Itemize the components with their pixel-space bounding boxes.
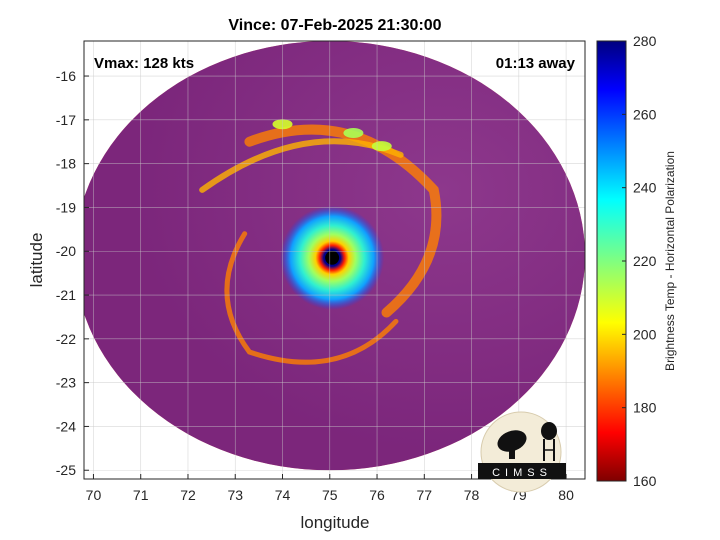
x-tick-label: 80	[558, 487, 574, 503]
y-tick-label: -20	[56, 243, 76, 259]
time-away-annotation: 01:13 away	[496, 55, 576, 72]
water-tower-icon	[541, 422, 557, 461]
logo-text: CIMSS	[492, 467, 552, 479]
y-tick-label: -18	[56, 156, 76, 172]
cimss-logo: CIMSS	[478, 411, 566, 493]
satellite-dish-icon	[497, 430, 527, 459]
x-tick-label: 78	[464, 487, 480, 503]
x-tick-label: 73	[227, 487, 243, 503]
chart-title: Vince: 07-Feb-2025 21:30:00	[228, 17, 441, 34]
colorbar-label: Brightness Temp - Horizontal Polarizatio…	[663, 151, 677, 371]
logo-base	[478, 463, 566, 479]
y-tick-label: -25	[56, 462, 76, 478]
y-tick-label: -23	[56, 375, 76, 391]
y-ticks: -16 -17 -18 -19 -20 -21 -22 -23 -24 -25	[56, 68, 89, 478]
x-tick-label: 76	[369, 487, 385, 503]
y-tick-label: -19	[56, 199, 76, 215]
storm-eye	[325, 250, 340, 265]
y-tick-label: -16	[56, 68, 76, 84]
x-tick-label: 77	[417, 487, 433, 503]
x-tick-label: 74	[275, 487, 291, 503]
vmax-annotation: Vmax: 128 kts	[94, 55, 194, 72]
x-axis-label: longitude	[300, 513, 369, 532]
rainband-0	[244, 124, 442, 318]
y-tick-label: -21	[56, 287, 76, 303]
x-tick-label: 75	[322, 487, 338, 503]
rainband-2	[224, 231, 399, 365]
plot-frame	[83, 40, 586, 480]
grid-layer	[84, 41, 585, 479]
colorbar	[596, 40, 627, 482]
colorbar-tick-label: 280	[633, 33, 657, 49]
x-tick-label: 71	[133, 487, 149, 503]
outer-band-cell-2	[343, 127, 364, 138]
colorbar-tick-label: 160	[633, 473, 657, 489]
colorbar-tick-label: 260	[633, 106, 657, 122]
x-tick-label: 70	[86, 487, 102, 503]
colorbar-tick-label: 220	[633, 253, 657, 269]
colorbar-tick-label: 180	[633, 400, 657, 416]
x-tick-label: 72	[180, 487, 196, 503]
colorbar-ticks: 160 180 200 220 240 260 280	[622, 33, 657, 489]
x-ticks: 70 71 72 73 74 75 76 77 78 79 80	[86, 474, 574, 503]
y-tick-label: -22	[56, 331, 76, 347]
colorbar-tick-label: 200	[633, 326, 657, 342]
outer-band-cell-4	[371, 141, 392, 152]
y-tick-label: -24	[56, 418, 76, 434]
swath-layer	[84, 41, 585, 471]
colorbar-tick-label: 240	[633, 180, 657, 196]
y-axis-label: latitude	[27, 233, 46, 288]
y-tick-label: -17	[56, 112, 76, 128]
